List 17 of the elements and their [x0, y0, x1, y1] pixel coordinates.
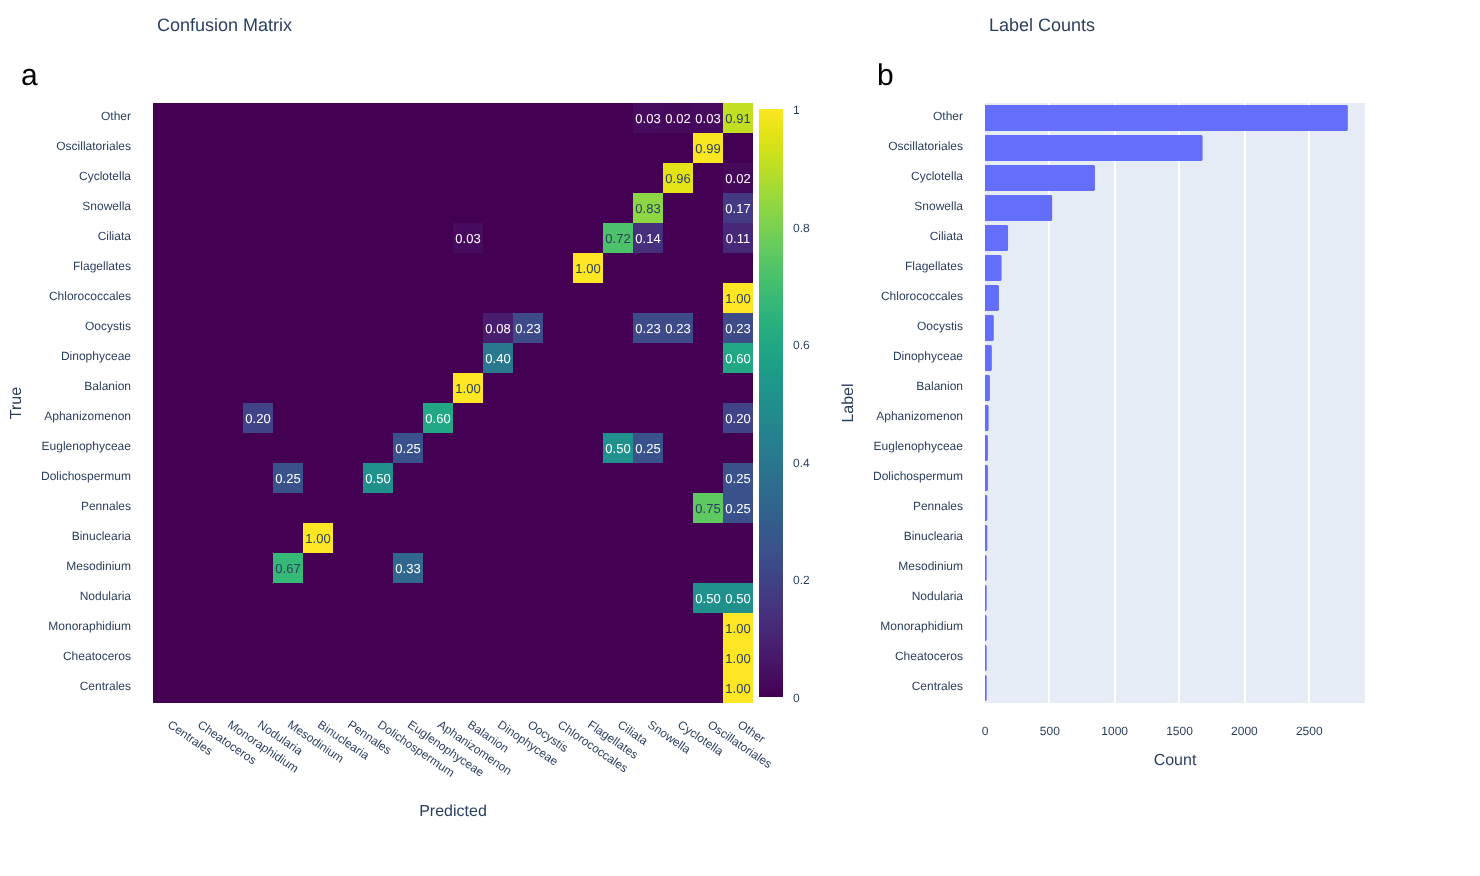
bar	[985, 135, 1203, 161]
bar	[985, 165, 1095, 191]
bar	[985, 195, 1053, 221]
text: b	[877, 59, 894, 93]
x-axis-title: Predicted	[419, 801, 487, 820]
x-axis-title: Count	[1153, 751, 1198, 769]
bar	[985, 105, 1348, 131]
chart-title: Confusion Matrix	[157, 15, 294, 35]
bar	[985, 315, 994, 341]
chart-title: Label Counts	[989, 15, 1097, 35]
y-axis-title: True	[6, 385, 25, 420]
bar	[985, 255, 1002, 281]
y-axis-title: Label	[838, 382, 857, 423]
text: a	[21, 59, 39, 93]
bar	[985, 225, 1009, 251]
bar	[985, 285, 999, 311]
bar	[985, 345, 992, 371]
